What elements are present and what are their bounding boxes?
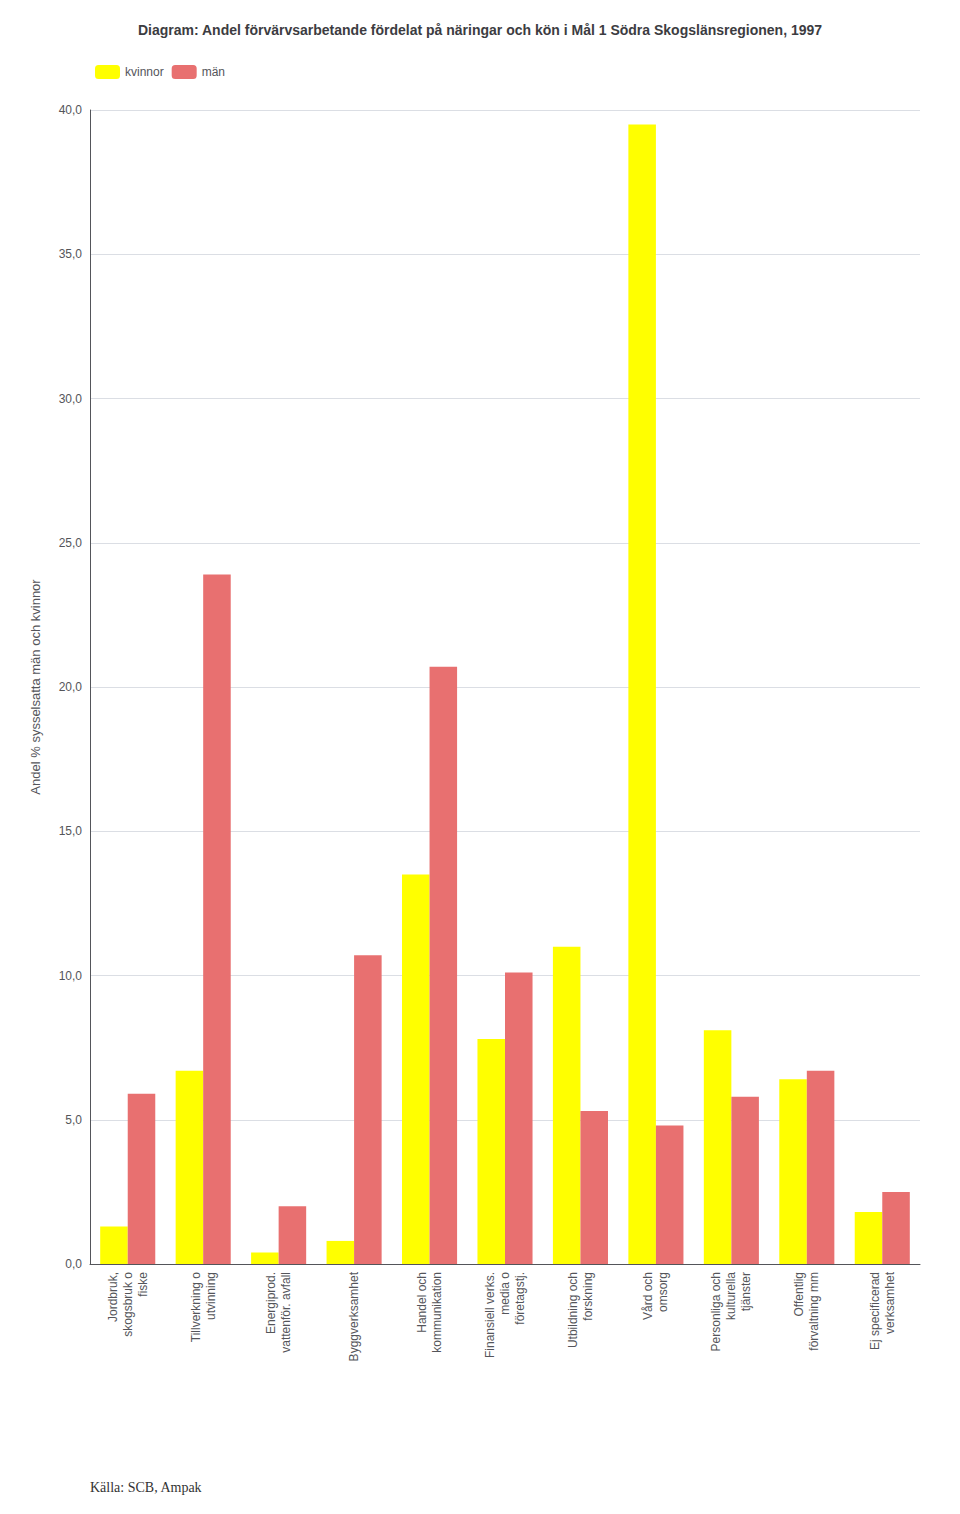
svg-text:företagstj.: företagstj. [513, 1272, 527, 1325]
svg-text:Byggverksamhet: Byggverksamhet [347, 1271, 361, 1361]
svg-text:media o: media o [498, 1272, 512, 1315]
svg-text:5,0: 5,0 [65, 1113, 82, 1127]
svg-text:30,0: 30,0 [59, 392, 83, 406]
svg-text:20,0: 20,0 [59, 680, 83, 694]
svg-text:Andel % sysselsatta män och kv: Andel % sysselsatta män och kvinnor [28, 579, 43, 795]
svg-text:kulturella: kulturella [724, 1272, 738, 1320]
svg-text:Diagram: Andel förvärvsarbetan: Diagram: Andel förvärvsarbetande fördela… [138, 22, 822, 38]
svg-text:Vård och: Vård och [641, 1272, 655, 1320]
svg-text:tjänster: tjänster [739, 1272, 753, 1311]
svg-text:Utbildning och: Utbildning och [566, 1272, 580, 1348]
svg-text:Offentlig: Offentlig [792, 1272, 806, 1316]
svg-text:Personliga och: Personliga och [709, 1272, 723, 1351]
svg-text:0,0: 0,0 [65, 1257, 82, 1271]
svg-text:40,0: 40,0 [59, 103, 83, 117]
svg-text:Jordbruk,: Jordbruk, [106, 1272, 120, 1322]
svg-text:fiske: fiske [136, 1272, 150, 1297]
svg-text:Tillverkning o: Tillverkning o [189, 1272, 203, 1343]
svg-text:vattenför. avfall: vattenför. avfall [279, 1272, 293, 1353]
svg-text:35,0: 35,0 [59, 247, 83, 261]
svg-text:25,0: 25,0 [59, 536, 83, 550]
svg-text:Handel och: Handel och [415, 1272, 429, 1333]
svg-text:omsorg: omsorg [656, 1272, 670, 1312]
svg-text:män: män [202, 65, 225, 79]
svg-text:Ej specificerad: Ej specificerad [868, 1272, 882, 1350]
svg-text:verksamhet: verksamhet [883, 1271, 897, 1334]
svg-text:forskning: forskning [581, 1272, 595, 1321]
svg-text:Finansiell verks.: Finansiell verks. [483, 1272, 497, 1358]
svg-text:Källa: SCB, Ampak: Källa: SCB, Ampak [90, 1480, 202, 1495]
svg-text:kommunikation: kommunikation [430, 1272, 444, 1353]
svg-text:10,0: 10,0 [59, 969, 83, 983]
svg-text:Energiprod.: Energiprod. [264, 1272, 278, 1334]
svg-text:skogsbruk o: skogsbruk o [121, 1272, 135, 1337]
svg-text:15,0: 15,0 [59, 824, 83, 838]
svg-text:utvinning: utvinning [204, 1272, 218, 1320]
svg-text:förvaltning mm: förvaltning mm [807, 1272, 821, 1351]
svg-text:kvinnor: kvinnor [125, 65, 164, 79]
